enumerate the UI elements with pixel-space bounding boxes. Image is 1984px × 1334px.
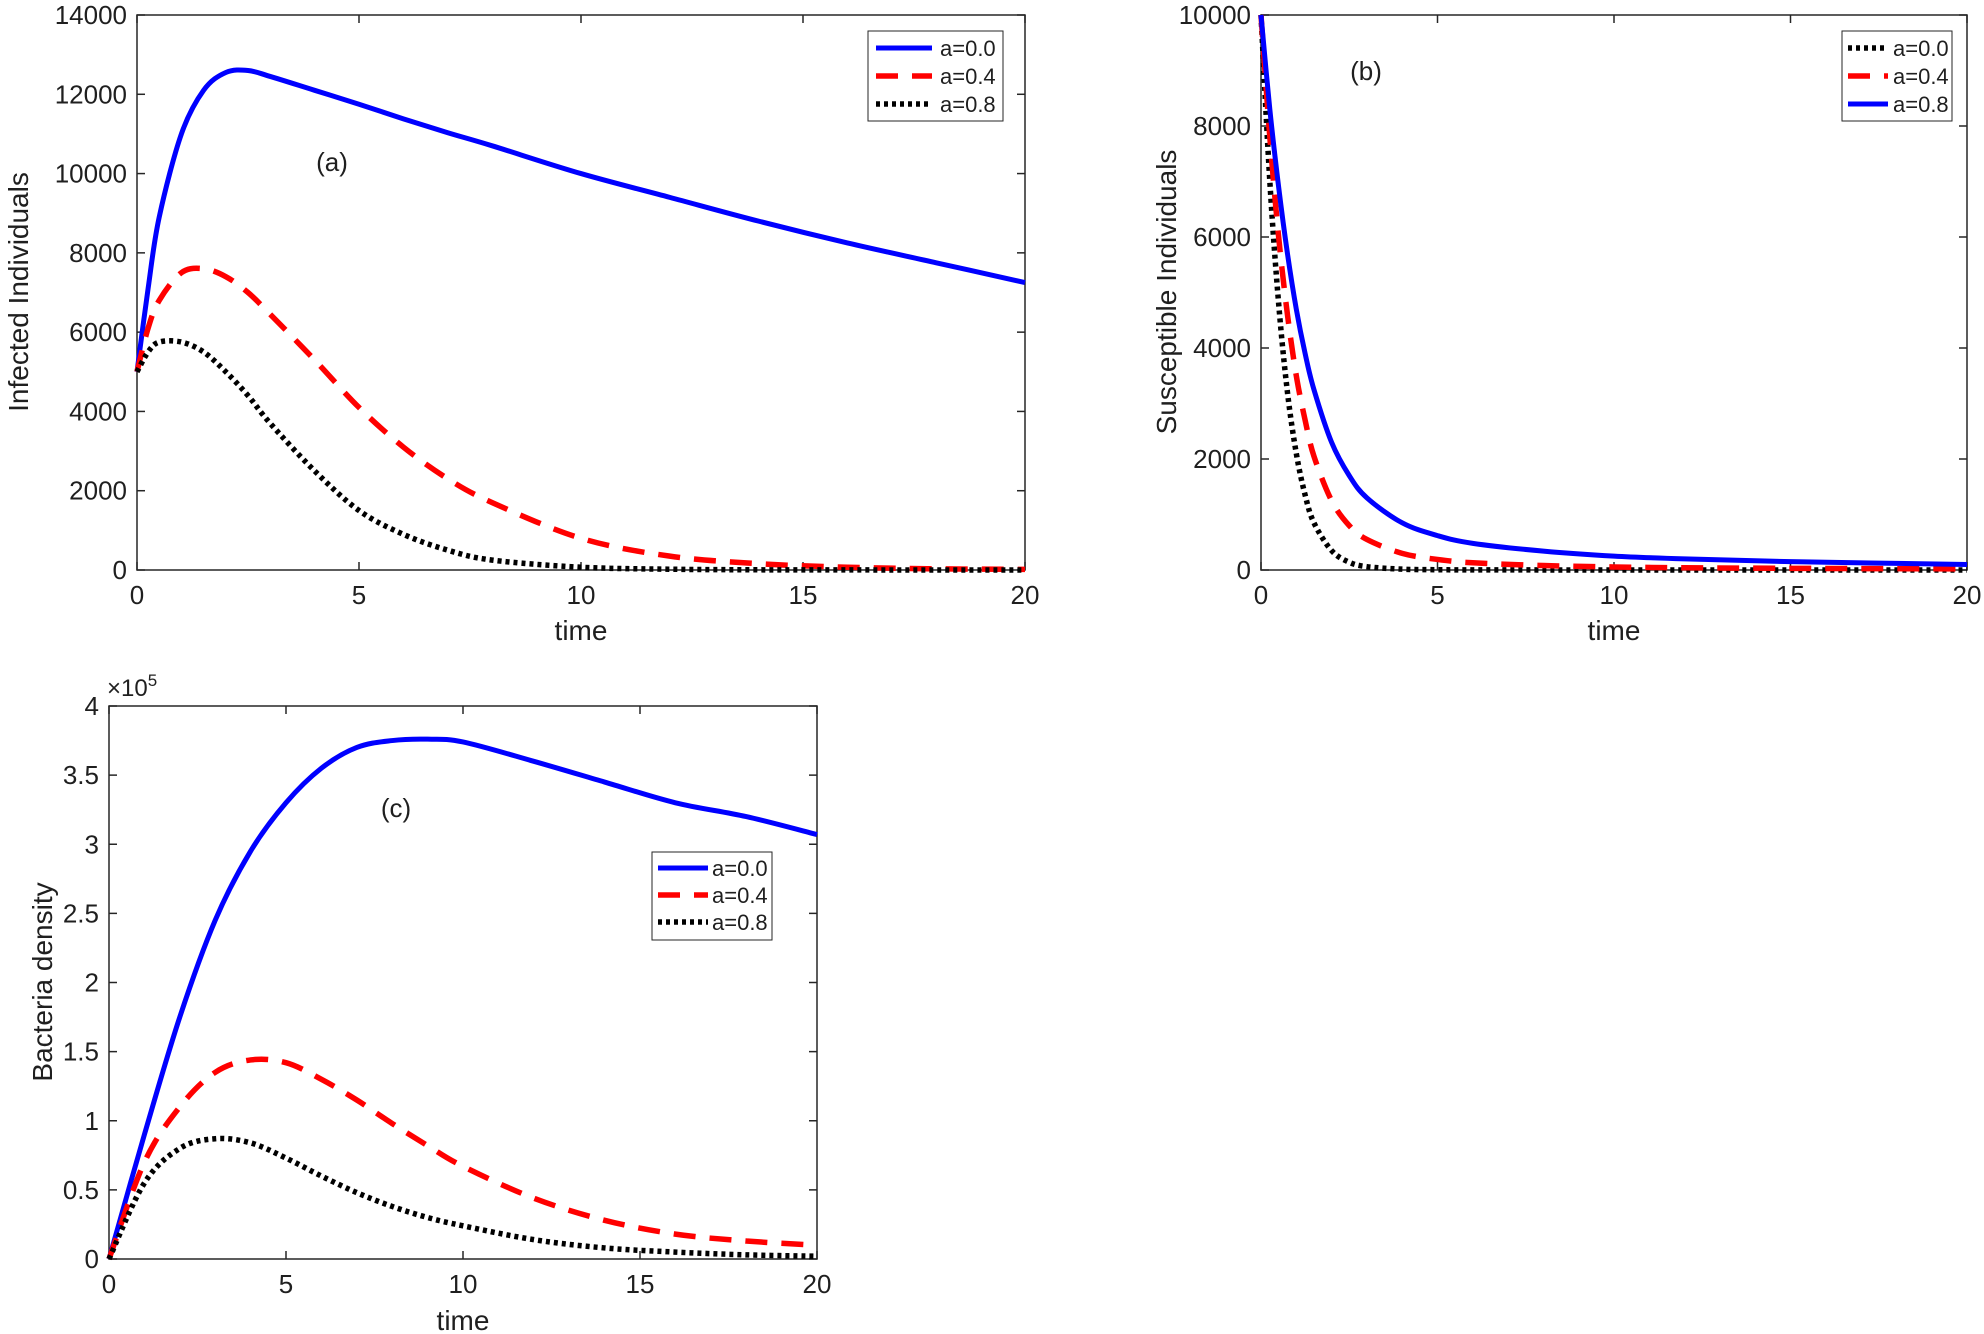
legend-label-c-2: a=0.8: [712, 910, 768, 935]
y-axis-label-c: Bacteria density: [27, 882, 58, 1081]
y-ticks-a: 0 2000 4000 6000 8000 10000 12000 14000: [55, 0, 1025, 585]
y-tick-label-c-6: 3: [85, 829, 99, 859]
y-tick-label-b-2: 4000: [1193, 333, 1251, 363]
x-tick-label-a-3: 15: [789, 580, 818, 610]
series-group-c: [106, 736, 818, 1261]
y-tick-label-c-2: 1: [85, 1106, 99, 1136]
legend-label-c-1: a=0.4: [712, 883, 768, 908]
panel-label-a: (a): [316, 147, 348, 177]
x-tick-label-a-2: 10: [567, 580, 596, 610]
series-line-a-0: [134, 67, 1026, 373]
legend-label-a-2: a=0.8: [940, 92, 996, 117]
legend-label-c-0: a=0.0: [712, 856, 768, 881]
y-tick-label-c-7: 3.5: [63, 760, 99, 790]
legend-c: a=0.0 a=0.4 a=0.8: [651, 851, 773, 941]
y-tick-label-b-1: 2000: [1193, 444, 1251, 474]
x-ticks-a: 0 5 10 15 20: [130, 15, 1040, 610]
legend-label-b-1: a=0.4: [1893, 64, 1949, 89]
series-line-b-1: [1258, 14, 1968, 572]
y-tick-label-a-2: 4000: [69, 396, 127, 426]
y-tick-label-a-3: 6000: [69, 317, 127, 347]
x-tick-label-a-1: 5: [352, 580, 366, 610]
x-tick-label-a-0: 0: [130, 580, 144, 610]
x-tick-label-c-1: 5: [279, 1269, 293, 1299]
x-ticks-b: 0 5 10 15 20: [1254, 15, 1982, 610]
x-tick-label-a-4: 20: [1011, 580, 1040, 610]
y-tick-label-a-6: 12000: [55, 79, 127, 109]
plot-area-c: [108, 705, 818, 1260]
y-tick-label-a-1: 2000: [69, 476, 127, 506]
y-tick-label-c-4: 2: [85, 968, 99, 998]
chart-panel-a: 0 5 10 15 20 0 2000 4000 6000 8000 10000 12000 1400…: [3, 0, 1039, 646]
y-tick-label-a-4: 8000: [69, 238, 127, 268]
x-tick-label-c-2: 10: [449, 1269, 478, 1299]
series-line-b-2: [1258, 14, 1968, 567]
y-axis-label-a: Infected Individuals: [3, 172, 34, 412]
y-tick-label-b-3: 6000: [1193, 222, 1251, 252]
y-ticks-b: 0 2000 4000 6000 8000 10000: [1179, 0, 1967, 585]
x-tick-label-b-0: 0: [1254, 580, 1268, 610]
x-tick-label-b-3: 15: [1776, 580, 1805, 610]
x-tick-label-c-3: 15: [626, 1269, 655, 1299]
panel-label-b: (b): [1350, 56, 1382, 86]
x-axis-label-b: time: [1588, 615, 1641, 646]
y-tick-label-b-0: 0: [1237, 555, 1251, 585]
y-tick-label-c-5: 2.5: [63, 898, 99, 928]
series-line-c-1: [106, 1056, 818, 1260]
legend-label-a-0: a=0.0: [940, 36, 996, 61]
panel-label-c: (c): [381, 793, 411, 823]
chart-panel-b: 0 5 10 15 20 0 2000 4000 6000 8000 10000 (b) time…: [1151, 0, 1981, 646]
legend-label-b-2: a=0.8: [1893, 92, 1949, 117]
y-tick-label-a-7: 14000: [55, 0, 127, 30]
y-tick-label-c-8: 4: [85, 691, 99, 721]
y-exponent-power-c: 5: [148, 671, 157, 690]
x-tick-label-c-4: 20: [803, 1269, 832, 1299]
x-axis-label-c: time: [437, 1305, 490, 1334]
y-tick-label-c-0: 0: [85, 1244, 99, 1274]
legend-a: a=0.0 a=0.4 a=0.8: [867, 30, 1004, 122]
y-tick-label-a-5: 10000: [55, 159, 127, 189]
chart-panel-c: 0 5 10 15 20 00.511.522.533.54 ×105 (c) time…: [27, 671, 831, 1334]
y-ticks-c: 0 0.5 1 1.5 2 2.5 3 3.5 4: [63, 691, 817, 1274]
y-tick-label-b-4: 8000: [1193, 111, 1251, 141]
series-line-a-2: [134, 338, 1026, 573]
x-tick-label-b-4: 20: [1953, 580, 1982, 610]
x-tick-label-b-1: 5: [1430, 580, 1444, 610]
series-line-a-1: [134, 265, 1026, 573]
y-tick-label-a-0: 0: [113, 555, 127, 585]
legend-label-a-1: a=0.4: [940, 64, 996, 89]
y-tick-label-b-5: 10000: [1179, 0, 1251, 30]
legend-label-b-0: a=0.0: [1893, 36, 1949, 61]
legend-b: a=0.0 a=0.4 a=0.8: [1841, 30, 1953, 122]
y-exponent-base-c: ×10: [107, 675, 148, 702]
series-group-b: [1258, 14, 1968, 573]
y-tick-label-c-3: 1.5: [63, 1037, 99, 1067]
y-axis-label-b: Susceptible Individuals: [1151, 150, 1182, 435]
series-line-c-0: [106, 736, 818, 1260]
series-group-a: [134, 67, 1026, 573]
x-tick-label-b-2: 10: [1600, 580, 1629, 610]
y-exponent-label-c: ×105: [107, 671, 157, 702]
series-line-c-2: [106, 1135, 818, 1261]
y-tick-label-c-1: 0.5: [63, 1175, 99, 1205]
x-axis-label-a: time: [555, 615, 608, 646]
x-ticks-c: 0 5 10 15 20: [102, 706, 832, 1299]
x-tick-label-c-0: 0: [102, 1269, 116, 1299]
